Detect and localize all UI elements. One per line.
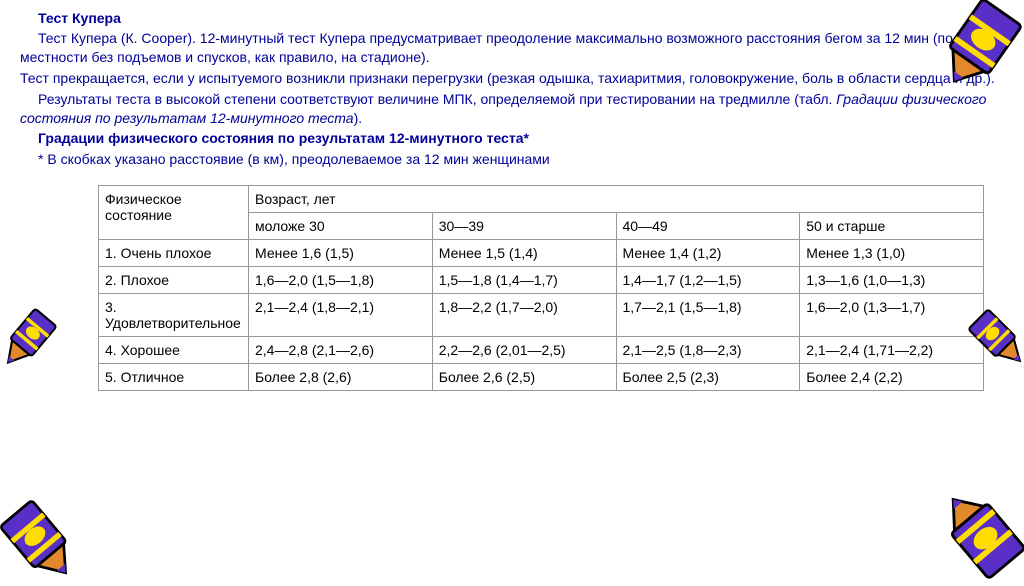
col-header: 30—39 — [432, 213, 616, 240]
table-header-row-1: Физическое состояние Возраст, лет — [99, 186, 984, 213]
cell: Более 2,4 (2,2) — [800, 364, 984, 391]
crayon-icon — [0, 496, 84, 586]
table-row: 3. Удовлетворительное 2,1—2,4 (1,8—2,1) … — [99, 294, 984, 337]
cell: Менее 1,3 (1,0) — [800, 240, 984, 267]
row-label: 2. Плохое — [99, 267, 249, 294]
cell: Менее 1,4 (1,2) — [616, 240, 800, 267]
cell: 2,4—2,8 (2,1—2,6) — [249, 337, 433, 364]
col-header: 50 и старше — [800, 213, 984, 240]
table-row: 5. Отличное Более 2,8 (2,6) Более 2,6 (2… — [99, 364, 984, 391]
cell: 2,1—2,4 (1,71—2,2) — [800, 337, 984, 364]
stub-header: Физическое состояние — [99, 186, 249, 240]
table-container: Физическое состояние Возраст, лет моложе… — [0, 171, 1024, 391]
row-label: 3. Удовлетворительное — [99, 294, 249, 337]
paragraph-gradations: Градации физического состояния по резуль… — [20, 129, 1004, 148]
span-header: Возраст, лет — [249, 186, 984, 213]
cell: Более 2,5 (2,3) — [616, 364, 800, 391]
cell: Более 2,6 (2,5) — [432, 364, 616, 391]
cell: 2,1—2,5 (1,8—2,3) — [616, 337, 800, 364]
row-label: 4. Хорошее — [99, 337, 249, 364]
cell: Менее 1,6 (1,5) — [249, 240, 433, 267]
document-body: Тест Купера Тест Купера (К. Cooper). 12-… — [0, 0, 1024, 169]
cell: 1,6—2,0 (1,5—1,8) — [249, 267, 433, 294]
cell: 1,5—1,8 (1,4—1,7) — [432, 267, 616, 294]
cell: 1,8—2,2 (1,7—2,0) — [432, 294, 616, 337]
row-label: 5. Отличное — [99, 364, 249, 391]
table-row: 4. Хорошее 2,4—2,8 (2,1—2,6) 2,2—2,6 (2,… — [99, 337, 984, 364]
col-header: 40—49 — [616, 213, 800, 240]
paragraph-results: Результаты теста в высокой степени соотв… — [20, 90, 1004, 128]
cell: 1,7—2,1 (1,5—1,8) — [616, 294, 800, 337]
table-row: 2. Плохое 1,6—2,0 (1,5—1,8) 1,5—1,8 (1,4… — [99, 267, 984, 294]
cell: 1,6—2,0 (1,3—1,7) — [800, 294, 984, 337]
col-header: моложе 30 — [249, 213, 433, 240]
crayon-icon — [935, 487, 1024, 582]
cell: 1,4—1,7 (1,2—1,5) — [616, 267, 800, 294]
cell: 2,1—2,4 (1,8—2,1) — [249, 294, 433, 337]
paragraph-stop: Тест прекращается, если у испытуемого во… — [20, 69, 1004, 88]
cooper-test-table: Физическое состояние Возраст, лет моложе… — [98, 185, 984, 391]
paragraph-intro: Тест Купера (К. Cooper). 12-минутный тес… — [20, 29, 1004, 67]
table-row: 1. Очень плохое Менее 1,6 (1,5) Менее 1,… — [99, 240, 984, 267]
cell: 2,2—2,6 (2,01—2,5) — [432, 337, 616, 364]
cell: Менее 1,5 (1,4) — [432, 240, 616, 267]
cell: Более 2,8 (2,6) — [249, 364, 433, 391]
results-tail: ). — [354, 110, 363, 126]
paragraph-footnote: * В скобках указано расстоявие (в км), п… — [20, 150, 1004, 169]
results-lead: Результаты теста в высокой степени соотв… — [38, 91, 836, 107]
heading-title: Тест Купера — [38, 10, 1004, 26]
cell: 1,3—1,6 (1,0—1,3) — [800, 267, 984, 294]
row-label: 1. Очень плохое — [99, 240, 249, 267]
